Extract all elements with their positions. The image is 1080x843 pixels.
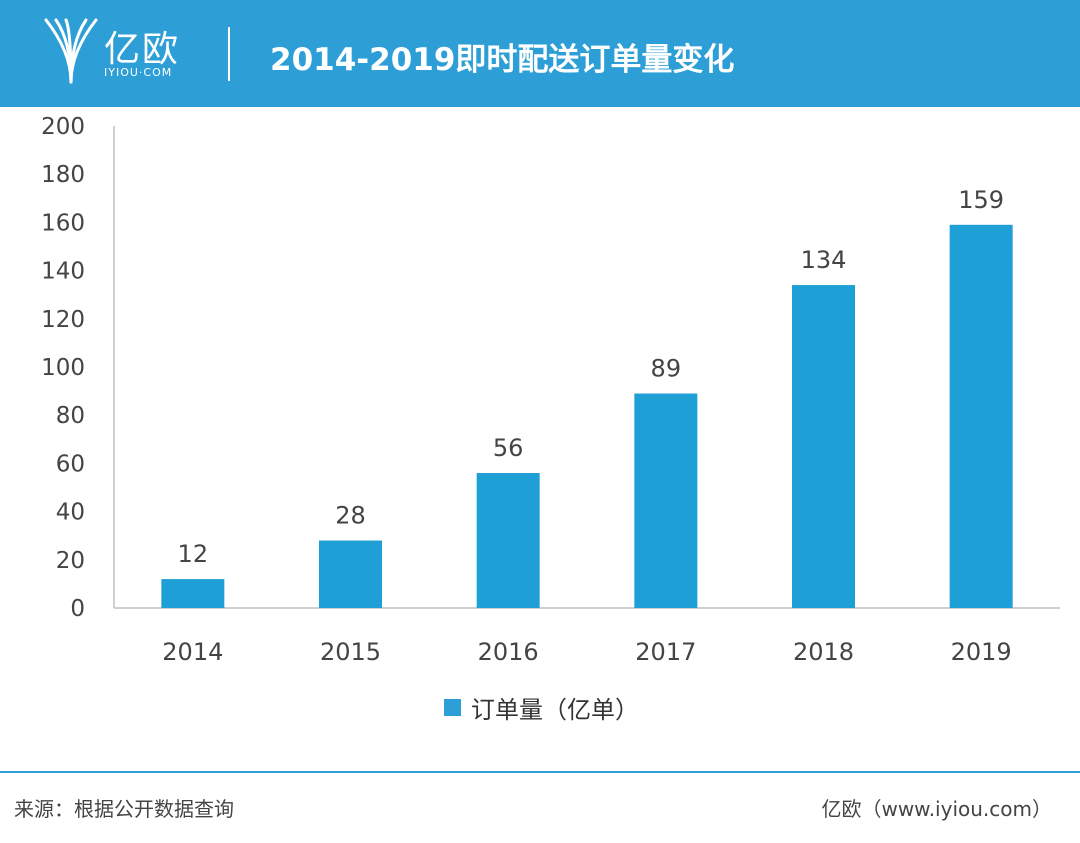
x-tick-label-2014: 2014 [162,638,223,666]
value-label-2014: 12 [178,540,209,568]
y-tick-label: 40 [56,500,85,526]
page-title: 2014-2019即时配送订单量变化 [270,42,735,78]
y-tick-label: 60 [56,451,85,477]
value-label-2016: 56 [493,434,524,462]
y-tick-label: 20 [56,548,85,574]
value-label-2018: 134 [801,246,847,274]
x-tick-label-2015: 2015 [320,638,381,666]
x-tick-label-2019: 2019 [951,638,1012,666]
legend-swatch [444,698,461,716]
footer-divider [0,771,1080,773]
x-tick-label-2018: 2018 [793,638,854,666]
logo-domain: IYIOU·COM [104,66,173,79]
y-axis: 0 20 40 60 80 100 120 140 160 180 200 [41,114,115,622]
bar-2019 [949,224,1013,608]
credit-note: 亿欧（www.iyiou.com） [821,797,1052,821]
x-tick-label-2017: 2017 [635,638,696,666]
bar-2016 [476,473,540,608]
x-axis: 2014 2015 2016 2017 2018 2019 [114,607,1060,666]
y-tick-label: 100 [41,355,85,381]
legend-label: 订单量（亿单） [471,695,639,724]
bars [161,224,1013,608]
bar-chart: 0 20 40 60 80 100 120 140 160 180 200 2014 2015 2016… [41,114,1060,666]
bar-2015 [319,540,382,608]
bar-2014 [161,579,225,608]
iyiou-logo-icon [44,18,98,84]
source-note: 来源：根据公开数据查询 [14,797,234,821]
y-tick-label: 80 [56,403,85,429]
value-label-2019: 159 [958,186,1004,214]
y-tick-label: 140 [41,259,85,285]
bar-2017 [634,393,698,608]
y-tick-label: 160 [41,210,85,236]
value-label-2017: 89 [651,355,682,383]
value-labels: 12 28 56 89 134 159 [178,186,1005,568]
header-banner: 亿欧 IYIOU·COM 2014-2019即时配送订单量变化 [0,0,1080,107]
header-divider [228,27,230,81]
value-label-2015: 28 [335,502,366,530]
y-tick-label: 200 [41,114,85,140]
legend: 订单量（亿单） [444,692,639,724]
y-tick-label: 120 [41,307,85,333]
x-tick-label-2016: 2016 [478,638,539,666]
bar-2018 [792,285,855,608]
logo-text: 亿欧 [104,29,181,70]
y-tick-label: 180 [41,162,85,188]
y-tick-label: 0 [70,596,85,622]
